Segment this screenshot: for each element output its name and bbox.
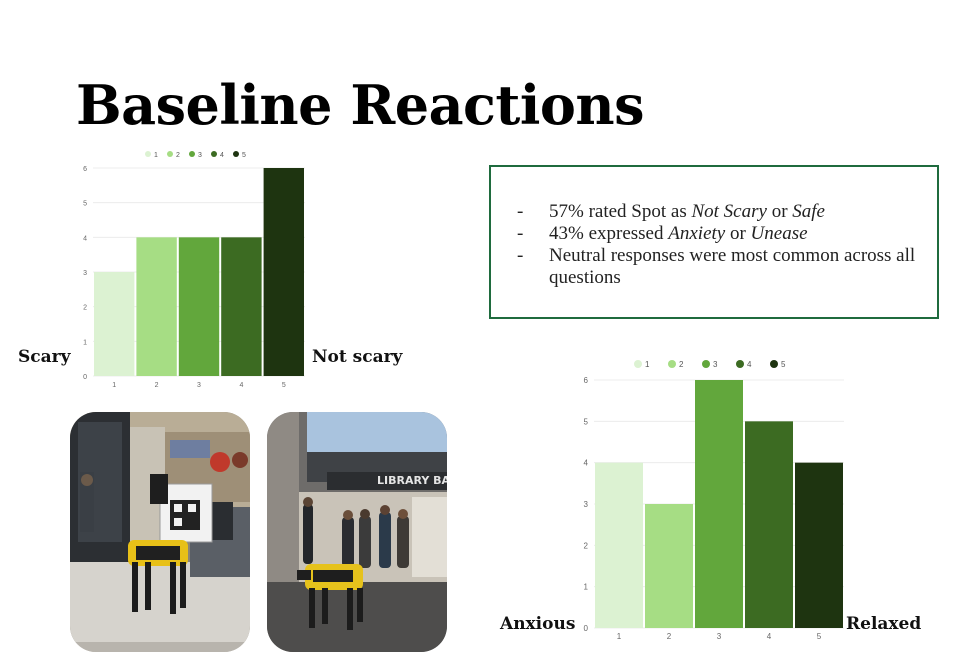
legend-swatch [736, 360, 744, 368]
legend-label: 2 [176, 152, 180, 159]
bar [263, 168, 304, 376]
spot-robot-lab-photo [70, 412, 250, 652]
bullet-emphasis: Safe [792, 201, 825, 222]
bullet-text: Neutral responses were most common acros… [549, 245, 916, 288]
relaxed-end-label: Relaxed [846, 614, 922, 634]
bar [94, 272, 135, 376]
y-tick-label: 3 [584, 500, 589, 509]
summary-box: - 57% rated Spot as Not Scary or Safe - 43%… [489, 165, 939, 319]
bullet-dash: - [517, 201, 524, 222]
legend-swatch [634, 360, 642, 368]
y-tick-label: 3 [83, 270, 87, 277]
legend-label: 3 [713, 360, 718, 369]
bullet-text: 57% rated Spot as [549, 201, 692, 222]
x-tick-label: 4 [239, 382, 243, 389]
legend-label: 4 [220, 152, 224, 159]
y-tick-label: 6 [584, 376, 589, 385]
bullet-dash: - [517, 245, 524, 266]
scary-end-label: Scary [18, 347, 71, 367]
legend-label: 1 [645, 360, 650, 369]
y-tick-label: 5 [584, 417, 589, 426]
y-tick-label: 2 [83, 305, 87, 312]
legend-label: 5 [242, 152, 246, 159]
robot-dog-photo-icon: LIBRARY BAK [267, 412, 447, 652]
anxious-end-label: Anxious [500, 614, 576, 634]
anxious-rating-bar-chart: 0 1 2 3 4 5 6 1 2 3 4 5 1 2 3 4 5 [584, 360, 844, 641]
x-tick-label: 1 [617, 632, 622, 641]
slide-title: Baseline Reactions [76, 73, 645, 137]
bar [136, 237, 177, 376]
legend-swatch [702, 360, 710, 368]
bullet-text: or [725, 223, 751, 244]
x-tick-label: 3 [717, 632, 722, 641]
robot-dog-photo-icon [70, 412, 250, 652]
y-tick-label: 0 [83, 374, 87, 381]
legend-swatch [770, 360, 778, 368]
svg-text:LIBRARY BAK: LIBRARY BAK [377, 474, 447, 487]
y-tick-label: 4 [83, 235, 87, 242]
x-tick-label: 4 [767, 632, 772, 641]
y-tick-label: 1 [584, 583, 589, 592]
x-tick-label: 3 [197, 382, 201, 389]
summary-bullet: - 43% expressed Anxiety or Unease [517, 223, 919, 245]
bar [795, 462, 843, 628]
x-tick-label: 2 [155, 382, 159, 389]
x-tick-label: 5 [282, 382, 286, 389]
bar [221, 237, 262, 376]
y-tick-label: 2 [584, 541, 589, 550]
bar [695, 380, 743, 628]
legend-swatch [668, 360, 676, 368]
summary-bullet: - 57% rated Spot as Not Scary or Safe [517, 201, 919, 223]
not-scary-end-label: Not scary [312, 347, 403, 367]
y-tick-label: 1 [83, 339, 87, 346]
x-tick-label: 2 [667, 632, 672, 641]
legend-swatch [145, 151, 151, 157]
y-tick-label: 4 [584, 459, 589, 468]
y-tick-label: 5 [83, 201, 87, 208]
x-tick-label: 5 [817, 632, 822, 641]
bullet-emphasis: Unease [750, 223, 808, 244]
scary-rating-bar-chart: 0 1 2 3 4 5 6 1 2 3 4 5 1 2 3 4 5 [83, 151, 305, 389]
legend-label: 5 [781, 360, 786, 369]
summary-bullet: - Neutral responses were most common acro… [517, 245, 919, 289]
bar [745, 421, 793, 628]
legend-label: 2 [679, 360, 684, 369]
bullet-dash: - [517, 223, 524, 244]
legend-swatch [189, 151, 195, 157]
bullet-text: or [766, 201, 793, 222]
bar [178, 237, 220, 376]
spot-robot-library-photo: LIBRARY BAK [267, 412, 447, 652]
summary-list: - 57% rated Spot as Not Scary or Safe - 43%… [517, 201, 919, 289]
bullet-emphasis: Not Scary [691, 201, 767, 222]
bar [595, 462, 643, 628]
legend-label: 1 [154, 152, 158, 159]
bullet-emphasis: Anxiety [668, 223, 726, 244]
legend-swatch [233, 151, 239, 157]
bullet-text: 43% expressed [549, 223, 669, 244]
legend-swatch [211, 151, 217, 157]
y-tick-label: 6 [83, 166, 87, 173]
bar [645, 504, 693, 628]
legend-swatch [167, 151, 173, 157]
y-tick-label: 0 [584, 624, 589, 633]
legend-label: 3 [198, 152, 202, 159]
legend-label: 4 [747, 360, 752, 369]
x-tick-label: 1 [112, 382, 116, 389]
